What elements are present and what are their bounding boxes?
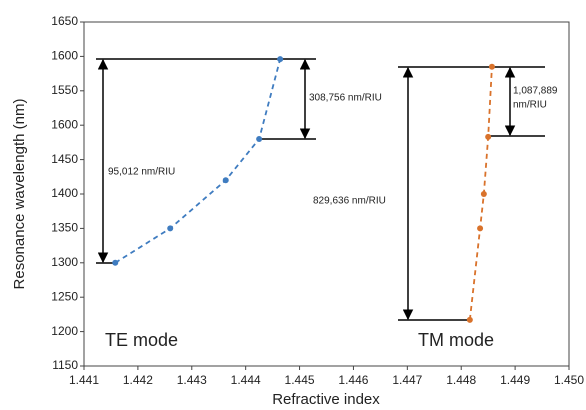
series-label: TM mode <box>418 330 494 350</box>
y-axis-label: Resonance wavelength (nm) <box>11 99 28 290</box>
x-tick-label: 1.447 <box>392 373 422 387</box>
y-tick-label: 1350 <box>51 221 78 235</box>
y-tick-label: 1250 <box>51 289 78 303</box>
x-tick-label: 1.444 <box>231 373 261 387</box>
x-tick-label: 1.441 <box>69 373 99 387</box>
x-tick-label: 1.446 <box>338 373 368 387</box>
annotation: 95,012 nm/RIU <box>108 167 175 178</box>
x-tick-label: 1.443 <box>177 373 207 387</box>
y-tick-label: 1600 <box>51 117 78 131</box>
y-tick-label: 1400 <box>51 186 78 200</box>
x-axis-label: Refractive index <box>272 391 380 408</box>
y-tick-label: 1600 <box>51 49 78 63</box>
x-tick-label: 1.449 <box>500 373 530 387</box>
x-tick-label: 1.448 <box>446 373 476 387</box>
data-point <box>277 56 284 63</box>
data-point <box>477 225 484 232</box>
y-tick-label: 1300 <box>51 255 78 269</box>
x-tick-label: 1.450 <box>554 373 584 387</box>
annotation: 308,756 nm/RIU <box>309 93 382 104</box>
data-point <box>256 135 263 142</box>
data-point <box>466 316 473 323</box>
series-label: TE mode <box>105 330 178 350</box>
data-point <box>488 63 495 70</box>
annotation: 829,636 nm/RIU <box>313 196 386 207</box>
data-point <box>480 191 487 197</box>
x-tick-label: 1.445 <box>285 373 315 387</box>
annotation: nm/RIU <box>513 100 547 111</box>
data-point <box>222 177 229 184</box>
trend-line <box>468 66 493 321</box>
x-tick-label: 1.442 <box>123 373 153 387</box>
y-tick-label: 1150 <box>52 358 78 372</box>
y-tick-label: 1450 <box>51 152 78 166</box>
y-tick-label: 1550 <box>51 83 78 97</box>
data-point <box>167 225 174 232</box>
data-point <box>485 133 492 140</box>
y-tick-label: 1650 <box>51 14 78 28</box>
data-point <box>112 259 119 266</box>
plot-frame <box>83 21 570 367</box>
trend-line <box>114 58 282 264</box>
annotation: 1,087,889 <box>513 86 558 97</box>
y-tick-label: 1200 <box>51 324 78 338</box>
